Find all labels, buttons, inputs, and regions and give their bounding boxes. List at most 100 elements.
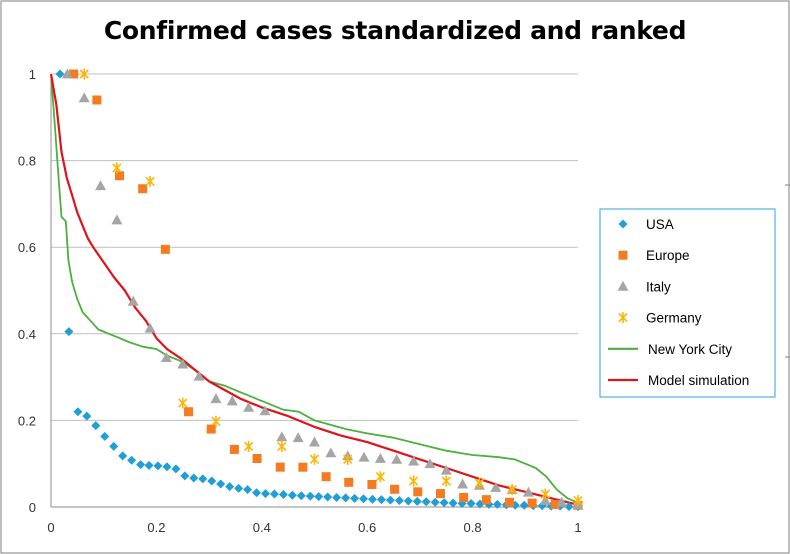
- x-tick-label: 0.8: [464, 520, 482, 535]
- data-point-usa: [287, 490, 297, 500]
- data-point-usa: [323, 492, 333, 502]
- data-point-germany: [79, 68, 89, 80]
- data-point-usa: [216, 479, 226, 489]
- x-tick-label: 0.6: [358, 520, 376, 535]
- data-point-usa: [82, 411, 92, 421]
- data-point-germany: [343, 453, 353, 465]
- legend-label-europe: Europe: [646, 248, 690, 263]
- y-tick-label: 0.8: [18, 154, 36, 169]
- data-point-italy: [358, 451, 370, 462]
- data-point-usa: [91, 421, 101, 431]
- data-point-italy: [490, 482, 502, 492]
- data-point-usa: [118, 451, 128, 461]
- legend-label-new-york-city: New York City: [648, 342, 732, 357]
- legend-swatch-usa: [618, 219, 628, 229]
- data-point-germany: [507, 484, 517, 496]
- data-point-europe: [69, 69, 79, 79]
- data-point-europe: [160, 244, 170, 254]
- data-point-italy: [276, 431, 288, 442]
- y-tick-label: 0.2: [18, 413, 36, 428]
- data-point-italy: [556, 496, 568, 507]
- y-tick-label: 1: [29, 67, 36, 82]
- data-point-italy: [440, 464, 452, 475]
- data-point-europe: [206, 424, 216, 434]
- data-point-italy: [325, 447, 337, 458]
- data-point-europe: [275, 462, 285, 472]
- data-point-usa: [171, 464, 181, 474]
- data-point-usa: [332, 492, 342, 502]
- data-point-germany: [178, 397, 188, 409]
- data-point-usa: [350, 493, 360, 503]
- data-point-usa: [252, 488, 262, 498]
- data-point-italy: [210, 393, 222, 404]
- data-point-germany: [375, 471, 386, 483]
- x-tick-label: 0.4: [253, 520, 271, 535]
- data-point-usa: [260, 489, 270, 499]
- data-point-europe: [550, 499, 560, 509]
- data-point-italy: [391, 453, 403, 464]
- data-point-italy: [111, 214, 123, 225]
- data-point-italy: [177, 358, 189, 369]
- grid-lines: [51, 73, 578, 421]
- data-point-germany: [408, 475, 419, 487]
- legend-box: [599, 208, 776, 398]
- chart-title: Confirmed cases standardized and ranked: [103, 16, 687, 45]
- data-point-usa: [180, 471, 190, 481]
- x-tick-label: 0: [47, 520, 54, 535]
- data-point-europe: [138, 184, 148, 194]
- data-point-usa: [466, 499, 476, 509]
- data-point-europe: [527, 498, 537, 508]
- data-point-italy: [193, 370, 205, 381]
- data-point-europe: [413, 487, 423, 497]
- legend-swatch-germany: [618, 312, 628, 324]
- x-tick-label: 1: [574, 520, 581, 535]
- legend-label-germany: Germany: [646, 311, 702, 326]
- data-point-germany: [145, 175, 155, 187]
- data-point-germany: [112, 162, 122, 174]
- data-point-italy: [61, 68, 73, 79]
- data-point-usa: [73, 407, 83, 417]
- data-point-usa: [412, 496, 422, 506]
- data-point-usa: [198, 474, 208, 484]
- data-point-europe: [252, 454, 262, 464]
- data-point-usa: [296, 491, 306, 501]
- data-point-usa: [341, 493, 351, 503]
- data-point-usa: [269, 489, 279, 499]
- data-point-germany: [243, 440, 254, 452]
- data-point-usa: [421, 497, 431, 507]
- series-line-model-simulation: [49, 73, 579, 506]
- data-point-europe: [344, 477, 354, 487]
- data-point-europe: [435, 489, 445, 499]
- data-point-italy: [144, 322, 156, 333]
- data-point-usa: [403, 496, 413, 506]
- data-point-usa: [136, 460, 146, 470]
- data-point-usa: [519, 500, 529, 510]
- data-point-usa: [376, 495, 386, 505]
- data-point-usa: [153, 461, 163, 471]
- data-point-italy: [374, 453, 386, 463]
- data-point-usa: [385, 495, 395, 505]
- legend-label-italy: Italy: [646, 279, 671, 294]
- data-point-europe: [321, 472, 331, 482]
- data-point-europe: [390, 484, 400, 494]
- data-point-usa: [225, 482, 235, 492]
- data-point-usa: [305, 491, 315, 501]
- legend-label-usa: USA: [646, 217, 674, 232]
- data-point-usa: [278, 489, 288, 499]
- data-point-usa: [64, 327, 74, 337]
- legend: USA Europe Italy Germany New York City Model …: [599, 208, 776, 398]
- data-point-europe: [367, 479, 377, 489]
- series-markers: [55, 68, 584, 512]
- data-point-usa: [127, 455, 137, 465]
- legend-label-model-simulation: Model simulation: [648, 373, 749, 388]
- data-point-usa: [100, 431, 110, 441]
- data-point-italy: [243, 401, 255, 412]
- series-lines: [49, 73, 579, 506]
- data-point-italy: [226, 395, 238, 406]
- data-point-germany: [573, 495, 583, 507]
- data-point-usa: [189, 473, 199, 483]
- data-point-europe: [184, 407, 194, 417]
- data-point-usa: [234, 483, 244, 493]
- data-point-italy: [539, 495, 551, 505]
